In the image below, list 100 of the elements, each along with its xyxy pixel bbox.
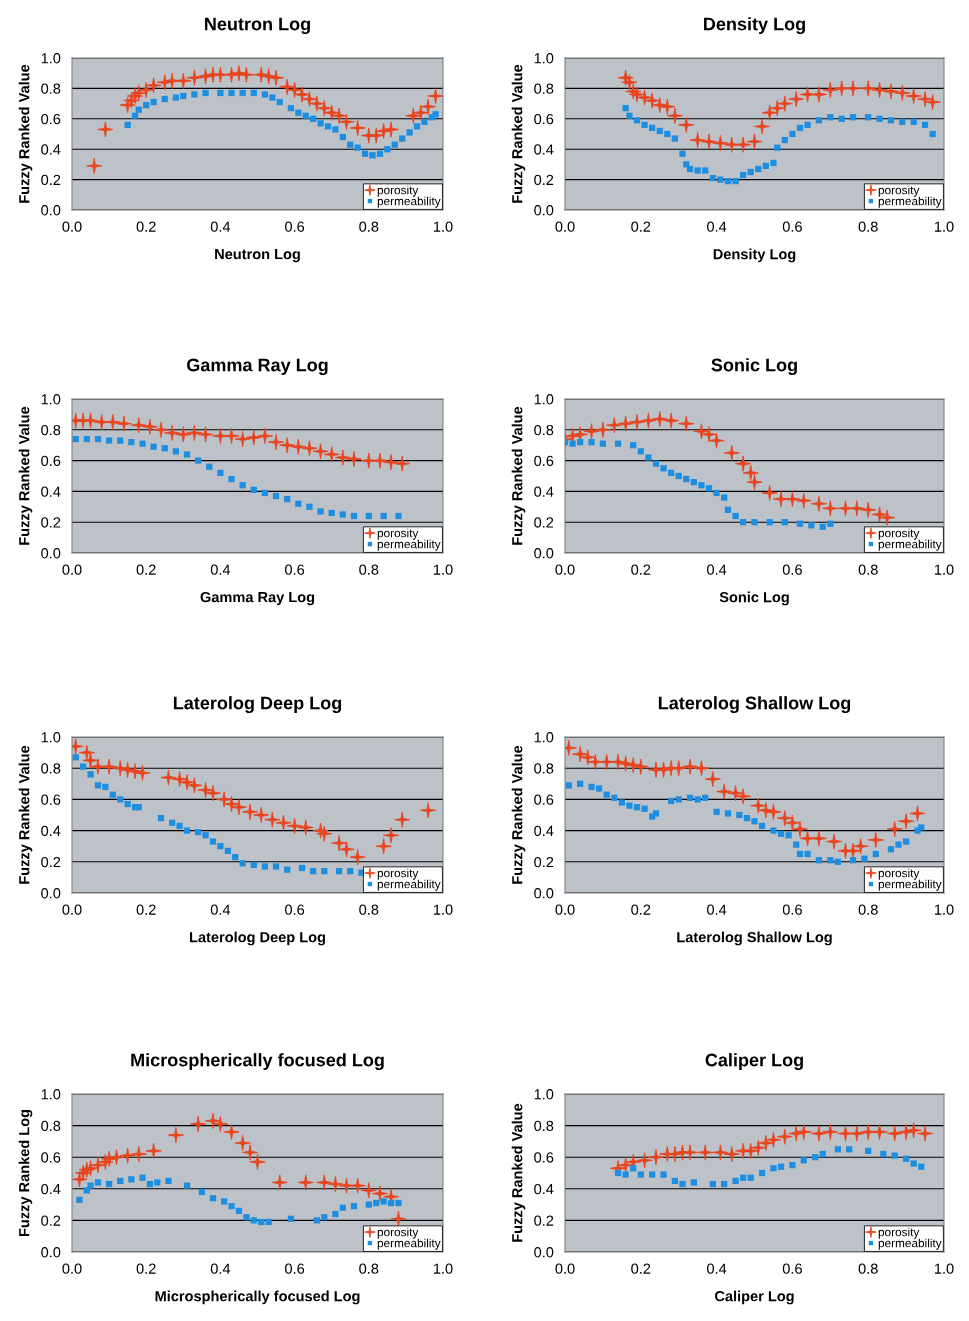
y-tick-label: 0.4 <box>41 144 61 155</box>
x-tick-label: 0.6 <box>285 564 305 575</box>
legend-label: permeability <box>878 879 942 891</box>
chart-title: Sonic Log <box>711 358 797 376</box>
x-tick-label: 0.0 <box>62 1263 82 1274</box>
y-tick-label: 0.8 <box>41 763 61 774</box>
y-axis-title: Fuzzy Ranked Value <box>18 406 33 545</box>
x-tick-label: 0.2 <box>136 564 156 575</box>
y-tick-label: 1.0 <box>41 1089 61 1100</box>
x-tick-label: 0.8 <box>359 904 379 915</box>
y-tick-label: 0.6 <box>41 455 61 467</box>
x-axis-title: Gamma Ray Log <box>200 591 315 606</box>
legend-label: porosity <box>377 868 419 880</box>
x-tick-label: 0.2 <box>631 904 651 915</box>
x-tick-label: 0.0 <box>62 904 82 915</box>
chart-title: Neutron Log <box>205 17 310 35</box>
x-tick-label: 1.0 <box>433 221 453 232</box>
y-tick-label: 0.0 <box>41 1247 61 1258</box>
y-tick-label: 1.0 <box>534 394 554 405</box>
y-tick-label: 0.2 <box>534 856 554 868</box>
x-axis-title: Density Log <box>713 248 796 263</box>
x-tick-label: 0.4 <box>707 1263 727 1274</box>
x-tick-label: 0.4 <box>707 904 727 915</box>
y-tick-label: 0.6 <box>534 455 554 467</box>
y-tick-label: 0.8 <box>41 1120 61 1132</box>
x-axis-title: Laterolog Shallow Log <box>677 931 832 946</box>
y-tick-label: 0.0 <box>41 205 61 216</box>
y-tick-label: 0.0 <box>534 205 554 216</box>
y-tick-label: 0.6 <box>534 113 554 125</box>
y-tick-label: 0.8 <box>534 1120 554 1132</box>
y-tick-label: 0.2 <box>534 174 554 186</box>
x-axis-title: Laterolog Deep Log <box>190 931 325 946</box>
x-tick-label: 0.8 <box>359 1263 379 1274</box>
chart-title: Gamma Ray Log <box>187 358 328 376</box>
legend-label: permeability <box>878 196 942 208</box>
legend-label: porosity <box>377 1227 419 1239</box>
legend-label: permeability <box>377 196 441 208</box>
y-tick-label: 0.4 <box>534 144 554 155</box>
x-tick-label: 0.6 <box>782 564 802 575</box>
y-tick-label: 0.4 <box>534 486 554 497</box>
legend-label: porosity <box>377 185 419 197</box>
x-tick-label: 0.0 <box>555 904 575 915</box>
x-tick-label: 1.0 <box>433 1263 453 1274</box>
y-tick-label: 0.8 <box>41 83 61 94</box>
y-tick-label: 1.0 <box>534 732 554 743</box>
x-tick-label: 1.0 <box>934 904 954 915</box>
y-tick-label: 0.2 <box>41 517 61 528</box>
legend-label: porosity <box>878 185 920 197</box>
x-tick-label: 1.0 <box>934 1263 954 1274</box>
y-tick-label: 0.2 <box>41 1215 61 1226</box>
chart-title: Laterolog Deep Log <box>173 696 342 714</box>
legend-label: porosity <box>377 528 419 540</box>
legend-label: permeability <box>878 539 942 551</box>
x-tick-label: 1.0 <box>433 564 453 575</box>
x-tick-label: 1.0 <box>934 564 954 575</box>
x-tick-label: 0.2 <box>631 221 651 232</box>
x-tick-label: 0.0 <box>62 564 82 575</box>
x-tick-label: 0.8 <box>858 904 878 915</box>
chart-title: Laterolog Shallow Log <box>658 696 851 714</box>
x-tick-label: 0.6 <box>782 1263 802 1274</box>
y-tick-label: 0.0 <box>534 1247 554 1258</box>
x-tick-label: 1.0 <box>934 221 954 232</box>
x-tick-label: 0.8 <box>858 221 878 232</box>
y-tick-label: 0.2 <box>534 517 554 528</box>
y-axis-title: Fuzzy Ranked Value <box>511 64 526 203</box>
x-tick-label: 0.0 <box>62 221 82 232</box>
x-tick-label: 0.0 <box>555 221 575 232</box>
y-tick-label: 0.0 <box>41 548 61 559</box>
y-tick-label: 0.6 <box>534 794 554 805</box>
y-tick-label: 0.4 <box>534 1183 554 1195</box>
x-tick-label: 0.6 <box>285 1263 305 1274</box>
y-tick-label: 0.6 <box>41 1152 61 1163</box>
x-tick-label: 1.0 <box>433 904 453 915</box>
legend-label: porosity <box>878 1227 920 1239</box>
y-tick-label: 0.4 <box>41 825 61 837</box>
y-tick-label: 1.0 <box>534 1089 554 1100</box>
y-tick-label: 0.0 <box>534 548 554 559</box>
x-tick-label: 0.2 <box>631 1263 651 1274</box>
x-tick-label: 0.2 <box>136 221 156 232</box>
y-tick-label: 0.2 <box>41 174 61 186</box>
legend-label: permeability <box>878 1238 942 1250</box>
x-tick-label: 0.6 <box>285 221 305 232</box>
chart-title: Microspherically focused Log <box>131 1053 384 1071</box>
x-axis-title: Caliper Log <box>714 1290 794 1305</box>
x-tick-label: 0.8 <box>858 564 878 575</box>
y-tick-label: 0.8 <box>534 763 554 774</box>
y-tick-label: 0.6 <box>41 113 61 125</box>
y-tick-label: 0.6 <box>534 1152 554 1163</box>
y-tick-label: 0.8 <box>534 424 554 436</box>
x-tick-label: 0.6 <box>782 904 802 915</box>
y-tick-label: 0.0 <box>41 888 61 899</box>
legend-label: porosity <box>878 868 920 880</box>
x-tick-label: 0.4 <box>707 564 727 575</box>
x-tick-label: 0.2 <box>136 1263 156 1274</box>
x-tick-label: 0.8 <box>858 1263 878 1274</box>
x-tick-label: 0.4 <box>707 221 727 232</box>
x-tick-label: 0.0 <box>555 1263 575 1274</box>
x-tick-label: 0.4 <box>210 564 231 575</box>
y-axis-title: Fuzzy Ranked Value <box>511 1103 526 1242</box>
x-tick-label: 0.2 <box>136 904 156 915</box>
